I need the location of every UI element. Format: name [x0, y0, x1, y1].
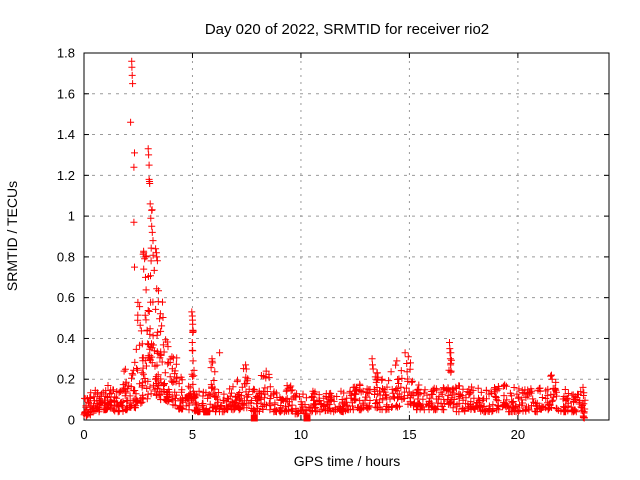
x-tick-label: 15	[402, 427, 416, 442]
y-tick-label: 1.4	[57, 127, 75, 142]
outlier-square-marker	[203, 408, 211, 416]
y-tick-label: 1.6	[57, 86, 75, 101]
x-tick-label: 10	[294, 427, 308, 442]
outlier-square-marker	[303, 414, 311, 422]
y-tick-label: 1.8	[57, 46, 75, 61]
y-tick-label: 1	[68, 209, 75, 224]
x-tick-label: 5	[189, 427, 196, 442]
tick-labels: 0 5 10 15 20 0 0.2 0.4 0.6 0.8 1 1.2 1.4 1.6 1.8	[57, 46, 525, 443]
y-tick-label: 1.2	[57, 168, 75, 183]
y-tick-label: 0.8	[57, 249, 75, 264]
chart-title: Day 020 of 2022, SRMTID for receiver rio…	[205, 21, 489, 38]
gridlines	[84, 53, 609, 420]
y-tick-label: 0	[68, 413, 75, 428]
x-tick-label: 0	[80, 427, 87, 442]
x-tick-label: 20	[511, 427, 525, 442]
y-tick-label: 0.6	[57, 290, 75, 305]
axes-frame	[83, 52, 610, 421]
y-tick-label: 0.2	[57, 372, 75, 387]
outlier-square-marker	[250, 414, 258, 422]
x-axis-label: GPS time / hours	[294, 453, 401, 469]
y-tick-label: 0.4	[57, 331, 75, 346]
y-axis-label: SRMTID / TECUs	[4, 181, 20, 291]
data-points	[80, 57, 589, 422]
